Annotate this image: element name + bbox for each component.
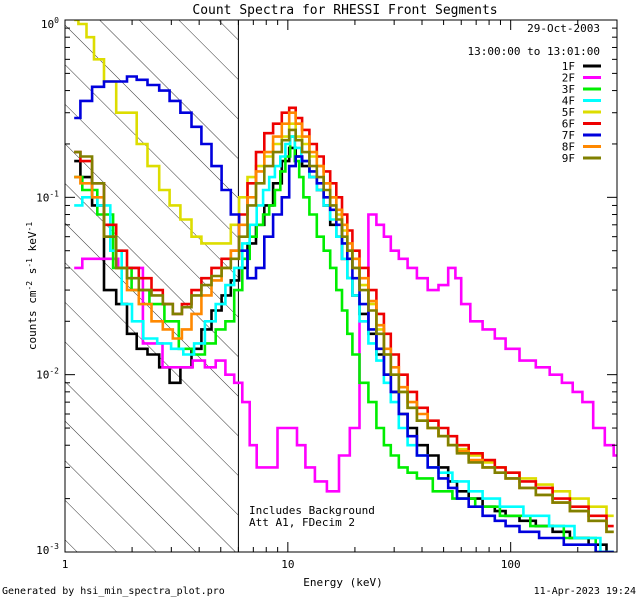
footer-generated: Generated by hsi_min_spectra_plot.pro: [2, 586, 225, 597]
annotation-background: Includes Background: [249, 504, 375, 517]
series-8F-line: [74, 111, 614, 534]
x-tick-label: 10: [281, 558, 294, 571]
time-range-label: 13:00:00 to 13:01:00: [468, 45, 600, 58]
x-axis-label: Energy (keV): [303, 576, 382, 589]
legend-label: 8F: [562, 141, 575, 154]
y-axis-label: counts cm-2 s-1 keV-1: [25, 222, 39, 350]
chart-title: Count Spectra for RHESSI Front Segments: [192, 3, 497, 18]
legend-label: 4F: [562, 95, 575, 108]
series-9F-line: [74, 128, 614, 534]
y-tick-label: 10-3: [36, 542, 59, 557]
series-layer: [74, 20, 617, 552]
ticks-layer: [64, 20, 618, 553]
y-tick-label: 100: [41, 16, 59, 31]
legend-label: 7F: [562, 129, 575, 142]
x-tick-labels: 1 10 100: [62, 558, 521, 571]
legend-label: 5F: [562, 106, 575, 119]
y-tick-label: 10-2: [36, 367, 59, 382]
legend-label: 1F: [562, 60, 575, 73]
footer-timestamp: 11-Apr-2023 19:24: [534, 586, 636, 597]
legend-label: 6F: [562, 118, 575, 131]
x-tick-label: 100: [501, 558, 521, 571]
annotation-attenuator: Att A1, FDecim 2: [249, 516, 355, 529]
date-label: 29-Oct-2003: [527, 22, 600, 35]
x-tick-label: 1: [62, 558, 69, 571]
y-tick-labels: 100 10-1 10-2 10-3: [36, 16, 59, 557]
legend-label: 3F: [562, 83, 575, 96]
legend-label: 9F: [562, 152, 575, 165]
legend-label: 2F: [562, 72, 575, 85]
y-tick-label: 10-1: [36, 189, 59, 204]
plot-frame: [64, 19, 618, 553]
series-2F-line: [74, 213, 617, 493]
